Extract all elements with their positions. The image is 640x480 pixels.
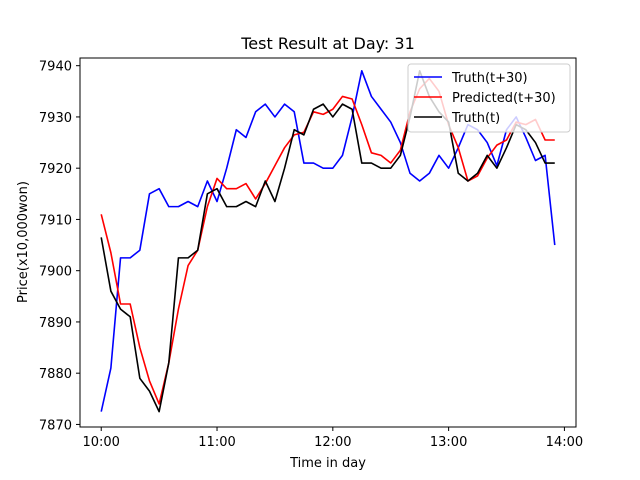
legend: Truth(t+30) Predicted(t+30) Truth(t) xyxy=(407,63,571,133)
x-tick-label: 13:00 xyxy=(430,435,467,450)
y-tick-label: 7900 xyxy=(39,265,72,280)
x-tick-label: 10:00 xyxy=(82,435,119,450)
legend-label-2: Predicted(t+30) xyxy=(452,91,556,106)
x-tick-label: 12:00 xyxy=(314,435,351,450)
legend-label-3: Truth(t) xyxy=(451,111,500,126)
y-tick-label: 7940 xyxy=(39,60,72,75)
y-tick-label: 7870 xyxy=(39,418,72,433)
plot-frame xyxy=(79,57,577,428)
y-axis: 7870 7880 7890 7900 7910 7920 7930 7940 xyxy=(39,60,80,433)
y-tick-label: 7890 xyxy=(39,316,72,331)
series-line-3 xyxy=(100,70,555,413)
x-tick-label: 11:00 xyxy=(198,435,235,450)
x-axis: 10:00 11:00 12:00 13:00 14:00 xyxy=(82,427,583,450)
y-tick-label: 7910 xyxy=(39,213,72,228)
x-tick-label: 14:00 xyxy=(546,435,583,450)
y-tick-label: 7930 xyxy=(39,111,72,126)
x-axis-label: Time in day xyxy=(289,456,366,471)
legend-label-1: Truth(t+30) xyxy=(451,71,528,86)
legend-box xyxy=(407,63,571,133)
chart-title: Test Result at Day: 31 xyxy=(240,34,415,53)
y-tick-label: 7880 xyxy=(39,367,72,382)
y-axis-label: Price(x10,000won) xyxy=(16,181,31,303)
y-tick-label: 7920 xyxy=(39,162,72,177)
